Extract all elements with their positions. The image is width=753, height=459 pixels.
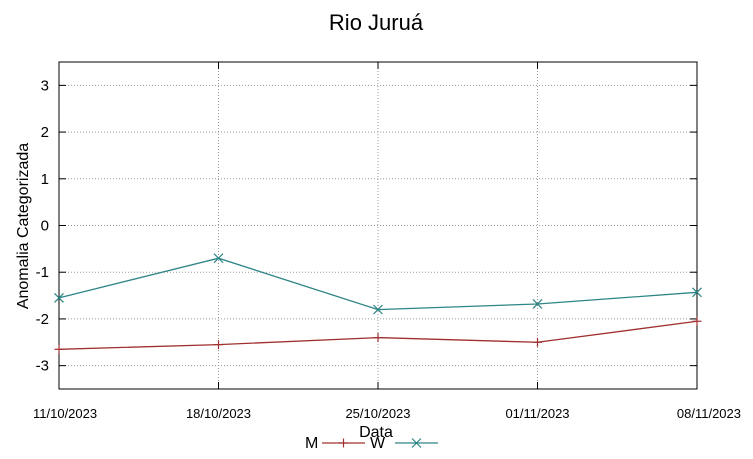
y-tick-label: -1 xyxy=(36,264,49,281)
legend-marker-W xyxy=(411,438,422,448)
y-tick-label: -2 xyxy=(36,311,49,328)
data-point-M xyxy=(373,333,383,343)
legend-label-W: W xyxy=(370,435,386,452)
data-point-W xyxy=(692,287,702,298)
data-point-W xyxy=(213,253,224,264)
data-point-M xyxy=(692,316,702,326)
data-point-W xyxy=(373,304,383,315)
y-tick-label: -3 xyxy=(36,358,49,375)
data-point-M xyxy=(54,344,64,354)
axis-ticks: 3 2 1 0 -1 -2 -3 11/10/2023 18/10/2023 25/10/2023… xyxy=(33,62,741,421)
series-line-W xyxy=(58,257,698,311)
data-point-M xyxy=(214,340,223,350)
data-point-W xyxy=(532,299,543,309)
y-tick-label: 1 xyxy=(41,171,49,188)
grid xyxy=(59,62,697,389)
series-layer xyxy=(54,253,702,354)
x-axis-label: Data xyxy=(359,424,393,441)
x-tick-label: 01/11/2023 xyxy=(505,406,569,421)
y-axis-label: Anomalia Categorizada xyxy=(15,143,32,309)
y-tick-label: 3 xyxy=(41,77,49,94)
x-tick-label: 18/10/2023 xyxy=(186,406,251,421)
data-point-W xyxy=(54,292,64,303)
y-tick-label: 2 xyxy=(41,124,49,141)
legend-marker-M xyxy=(339,438,348,448)
legend-label-M: M xyxy=(305,435,318,452)
x-tick-label: 08/11/2023 xyxy=(677,406,741,421)
y-tick-label: 0 xyxy=(41,218,49,235)
data-point-M xyxy=(533,337,542,347)
x-tick-label: 11/10/2023 xyxy=(33,406,97,421)
chart-title: Rio Juruá xyxy=(329,10,424,35)
x-tick-label: 25/10/2023 xyxy=(345,406,410,421)
